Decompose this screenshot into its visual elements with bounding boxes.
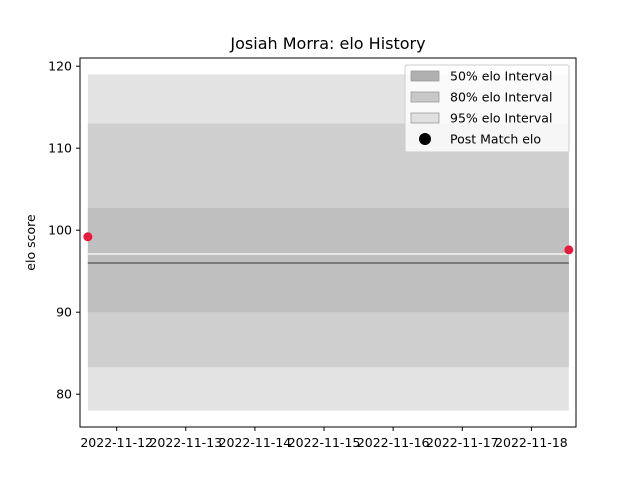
x-axis-ticks: 2022-11-122022-11-132022-11-142022-11-15… [80,427,568,450]
legend-frame [404,64,570,153]
post-match-points [83,232,574,255]
post-match-point [564,245,574,255]
x-tick-label: 2022-11-12 [80,435,153,450]
legend-label: 80% elo Interval [450,90,552,105]
y-axis-label: elo score [23,214,38,271]
legend-swatch [410,91,440,103]
legend-label: 50% elo Interval [450,69,552,84]
legend-entries: 50% elo Interval 80% elo Interval 95% elo … [410,69,552,147]
legend: 50% elo Interval 80% elo Interval 95% elo … [404,64,570,153]
post-match-point [83,232,93,242]
legend-swatch [410,112,440,124]
center-lines [87,252,569,264]
legend-label: 95% elo Interval [450,111,552,126]
x-tick-label: 2022-11-13 [149,435,222,450]
x-tick-label: 2022-11-15 [288,435,361,450]
x-tick-label: 2022-11-14 [219,435,292,450]
y-tick-label: 120 [48,59,72,74]
legend-marker [419,133,431,145]
legend-swatch [410,70,440,82]
y-tick-label: 90 [56,305,72,320]
x-tick-label: 2022-11-17 [426,435,499,450]
y-tick-label: 110 [48,141,72,156]
x-tick-label: 2022-11-18 [495,435,568,450]
plot-frame [79,57,577,428]
chart-title: Josiah Morra: elo History [229,34,425,53]
y-axis-ticks: 80 90 100 110 120 [48,59,80,402]
interval-band-3 [87,208,569,313]
legend-label: Post Match elo [450,132,541,147]
y-tick-label: 80 [56,387,72,402]
x-tick-label: 2022-11-16 [357,435,430,450]
y-tick-label: 100 [48,223,72,238]
